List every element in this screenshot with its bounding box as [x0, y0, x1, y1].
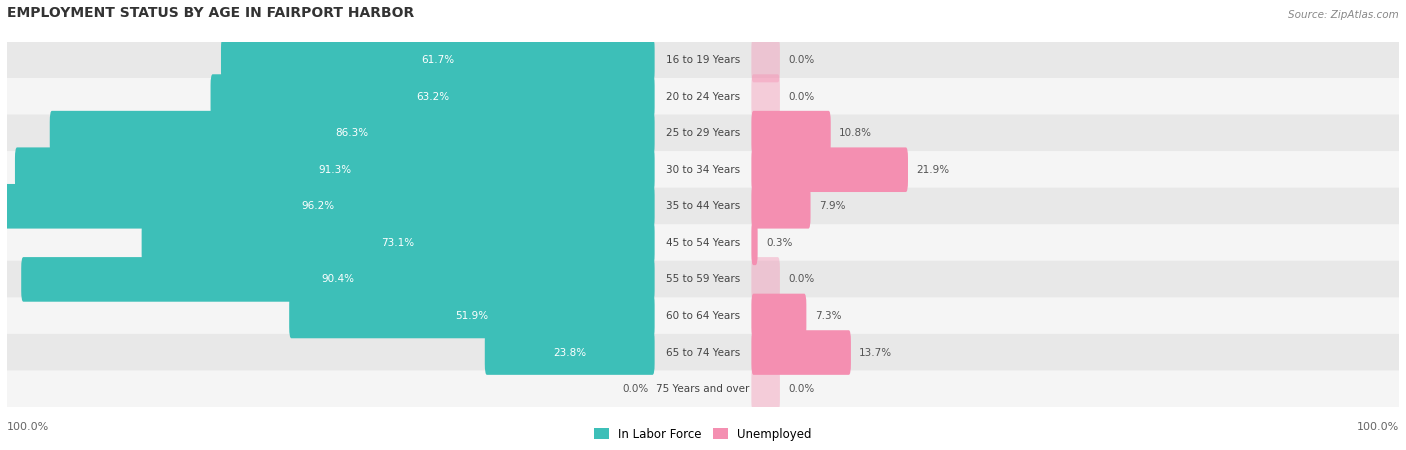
FancyBboxPatch shape	[7, 151, 1399, 189]
FancyBboxPatch shape	[751, 367, 780, 411]
Text: 25 to 29 Years: 25 to 29 Years	[666, 128, 740, 138]
Text: 63.2%: 63.2%	[416, 92, 449, 102]
FancyBboxPatch shape	[142, 220, 655, 265]
FancyBboxPatch shape	[751, 148, 908, 192]
Text: 91.3%: 91.3%	[318, 165, 352, 175]
FancyBboxPatch shape	[751, 220, 758, 265]
Text: 16 to 19 Years: 16 to 19 Years	[666, 55, 740, 65]
Text: 23.8%: 23.8%	[553, 347, 586, 358]
FancyBboxPatch shape	[7, 114, 1399, 152]
FancyBboxPatch shape	[7, 188, 1399, 225]
Text: 0.0%: 0.0%	[789, 55, 814, 65]
Text: 86.3%: 86.3%	[336, 128, 368, 138]
Text: 7.9%: 7.9%	[818, 201, 845, 211]
FancyBboxPatch shape	[751, 184, 810, 229]
Text: 100.0%: 100.0%	[7, 422, 49, 432]
FancyBboxPatch shape	[0, 184, 655, 229]
FancyBboxPatch shape	[751, 38, 780, 82]
Text: 51.9%: 51.9%	[456, 311, 488, 321]
FancyBboxPatch shape	[290, 294, 655, 338]
FancyBboxPatch shape	[485, 330, 655, 375]
Text: 35 to 44 Years: 35 to 44 Years	[666, 201, 740, 211]
FancyBboxPatch shape	[49, 111, 655, 155]
Text: 10.8%: 10.8%	[839, 128, 872, 138]
FancyBboxPatch shape	[7, 334, 1399, 371]
Text: 61.7%: 61.7%	[422, 55, 454, 65]
Text: 20 to 24 Years: 20 to 24 Years	[666, 92, 740, 102]
FancyBboxPatch shape	[15, 148, 655, 192]
Text: 100.0%: 100.0%	[1357, 422, 1399, 432]
FancyBboxPatch shape	[7, 370, 1399, 408]
Text: Source: ZipAtlas.com: Source: ZipAtlas.com	[1288, 10, 1399, 20]
Text: 7.3%: 7.3%	[814, 311, 841, 321]
FancyBboxPatch shape	[7, 41, 1399, 79]
Text: 0.3%: 0.3%	[766, 238, 793, 248]
FancyBboxPatch shape	[751, 74, 780, 119]
Text: 13.7%: 13.7%	[859, 347, 893, 358]
FancyBboxPatch shape	[751, 294, 807, 338]
FancyBboxPatch shape	[211, 74, 655, 119]
Text: 21.9%: 21.9%	[917, 165, 949, 175]
Text: 90.4%: 90.4%	[322, 274, 354, 284]
FancyBboxPatch shape	[221, 38, 655, 82]
Text: 0.0%: 0.0%	[623, 384, 650, 394]
FancyBboxPatch shape	[7, 224, 1399, 261]
Text: 55 to 59 Years: 55 to 59 Years	[666, 274, 740, 284]
FancyBboxPatch shape	[7, 261, 1399, 298]
Text: 60 to 64 Years: 60 to 64 Years	[666, 311, 740, 321]
Text: 45 to 54 Years: 45 to 54 Years	[666, 238, 740, 248]
Text: 65 to 74 Years: 65 to 74 Years	[666, 347, 740, 358]
FancyBboxPatch shape	[7, 78, 1399, 115]
Text: 0.0%: 0.0%	[789, 92, 814, 102]
FancyBboxPatch shape	[751, 330, 851, 375]
Legend: In Labor Force, Unemployed: In Labor Force, Unemployed	[589, 423, 817, 446]
Text: 96.2%: 96.2%	[301, 201, 335, 211]
Text: 30 to 34 Years: 30 to 34 Years	[666, 165, 740, 175]
Text: 0.0%: 0.0%	[789, 274, 814, 284]
Text: EMPLOYMENT STATUS BY AGE IN FAIRPORT HARBOR: EMPLOYMENT STATUS BY AGE IN FAIRPORT HAR…	[7, 6, 415, 20]
Text: 75 Years and over: 75 Years and over	[657, 384, 749, 394]
Text: 73.1%: 73.1%	[381, 238, 415, 248]
FancyBboxPatch shape	[7, 297, 1399, 335]
FancyBboxPatch shape	[21, 257, 655, 302]
FancyBboxPatch shape	[751, 111, 831, 155]
FancyBboxPatch shape	[751, 257, 780, 302]
Text: 0.0%: 0.0%	[789, 384, 814, 394]
